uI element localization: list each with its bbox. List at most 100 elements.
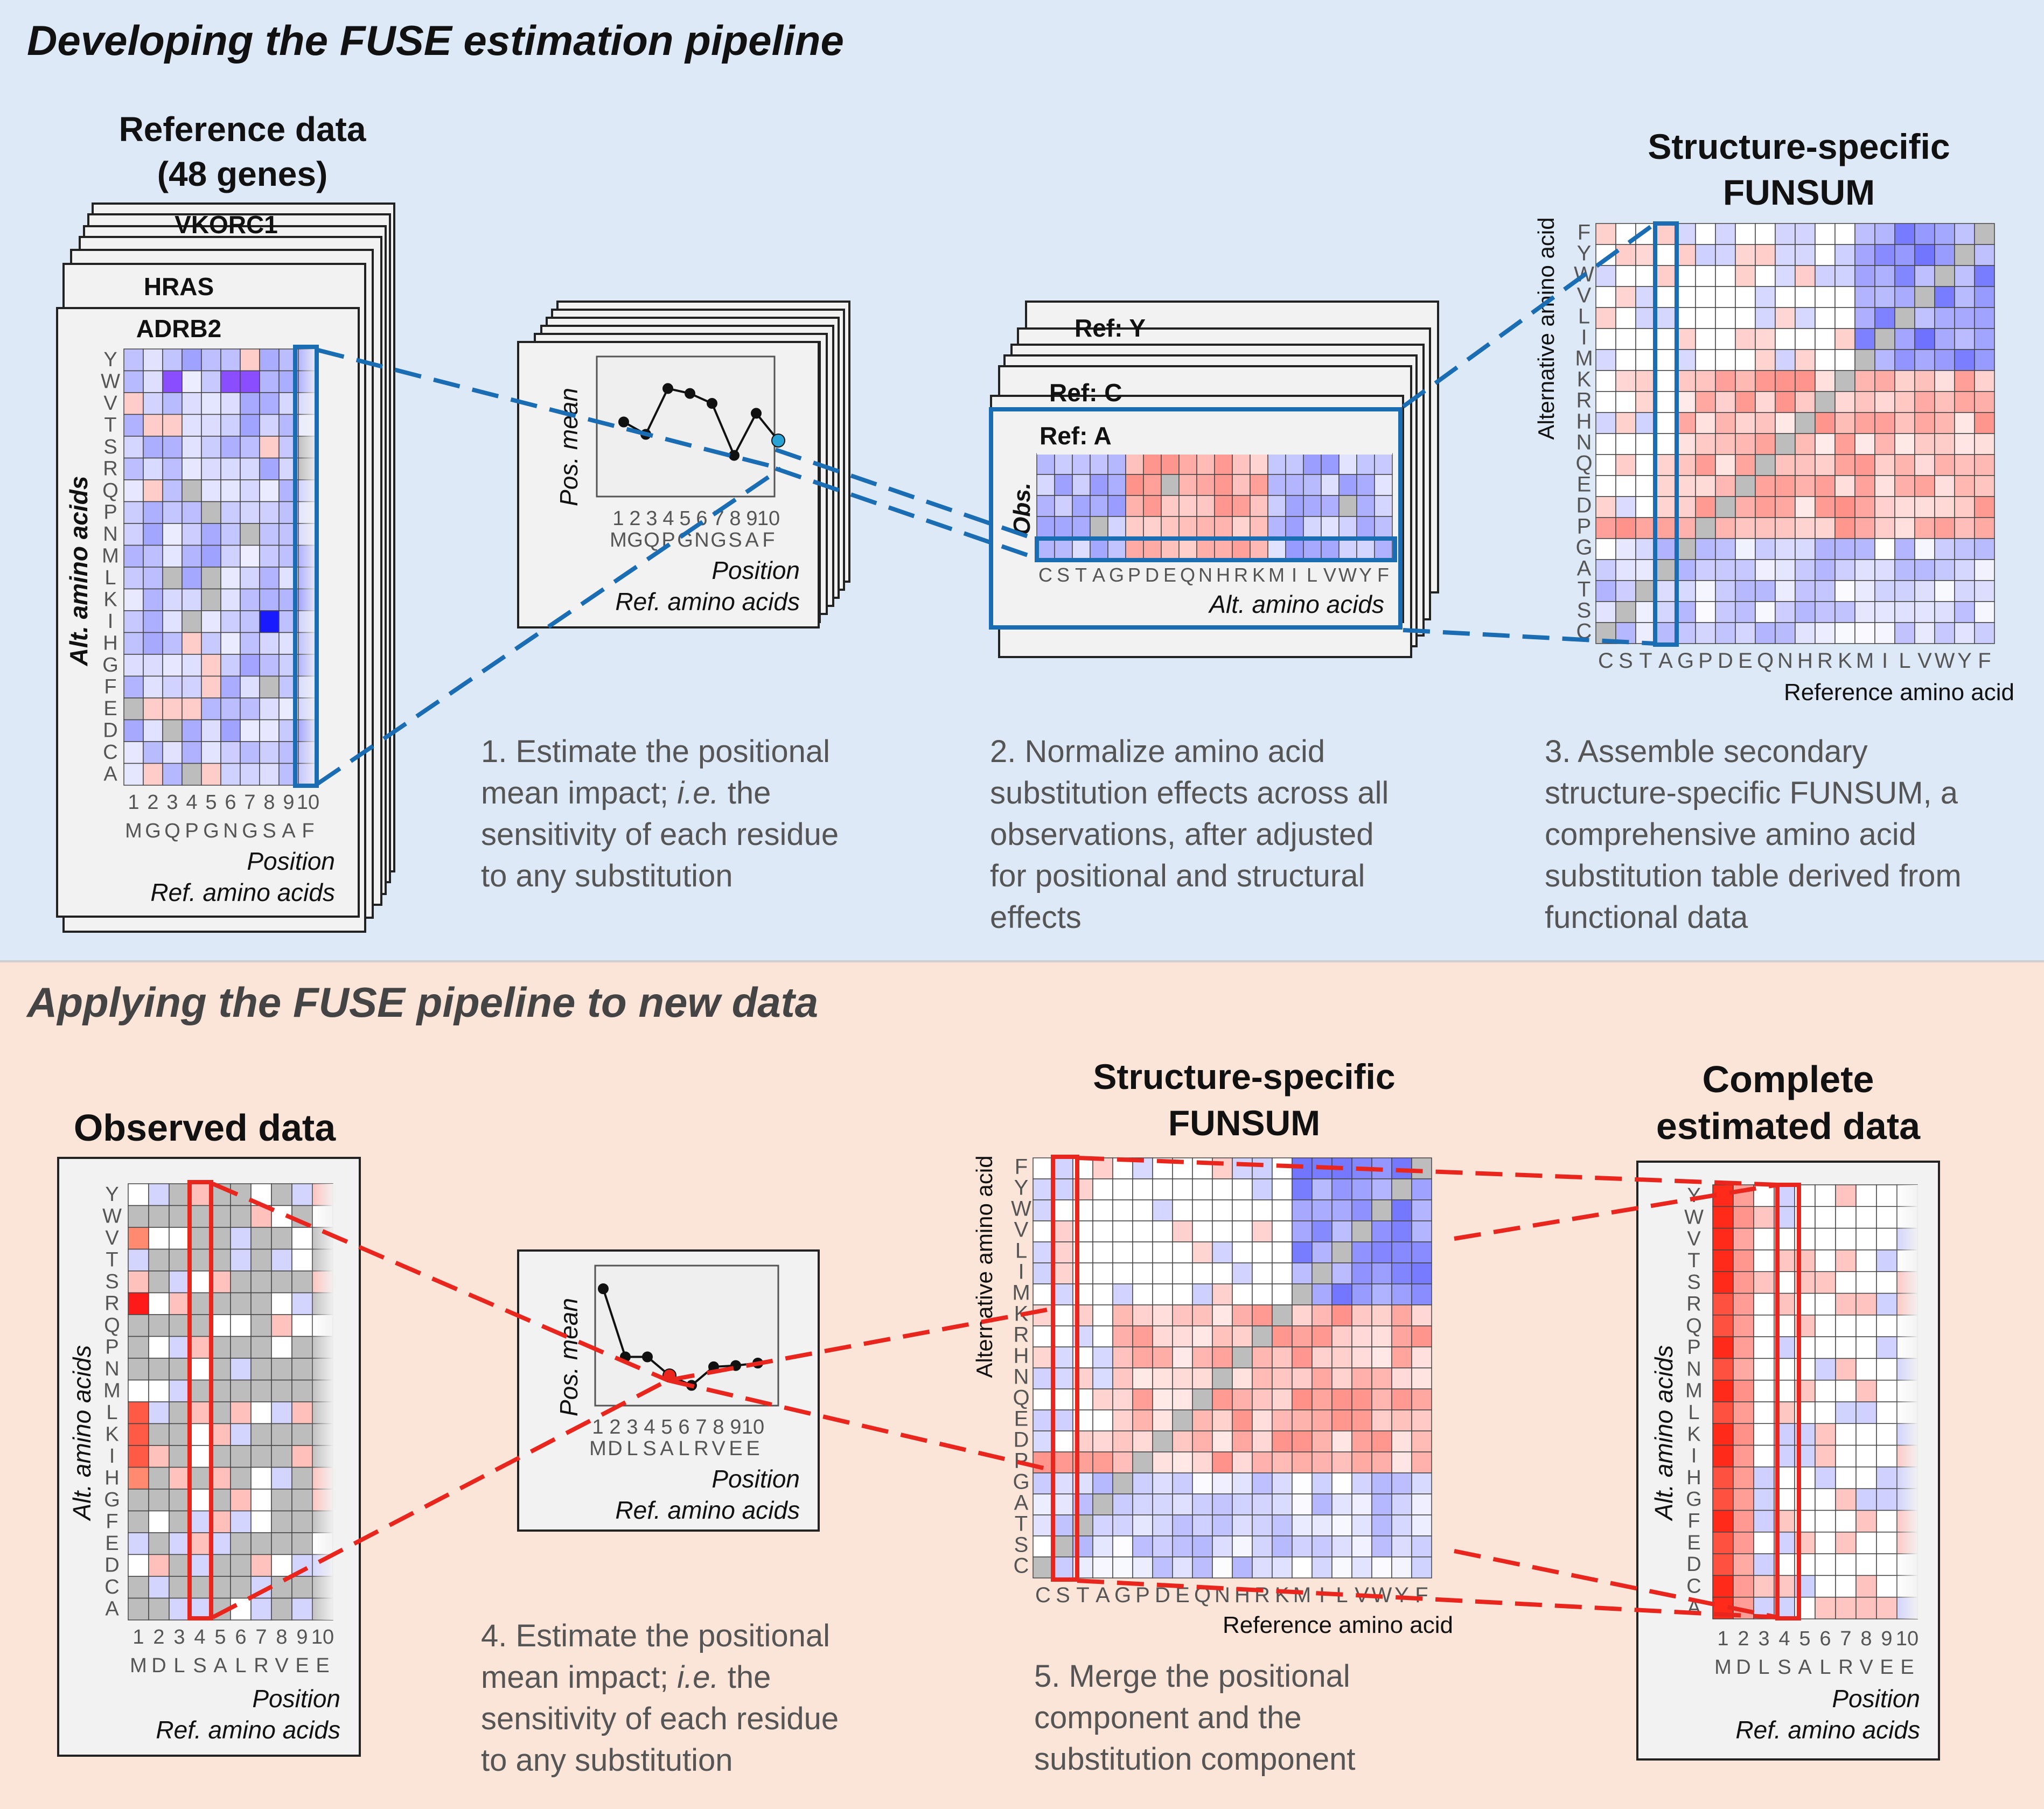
funsum-cell <box>1092 1157 1113 1179</box>
heatmap-cell <box>220 370 241 393</box>
heatmap-cell <box>123 654 144 677</box>
axis-label: G <box>1677 649 1694 673</box>
heatmap-cell <box>1815 1401 1836 1424</box>
heatmap-cell <box>1107 453 1126 475</box>
funsum-cell <box>1331 1409 1352 1431</box>
heatmap-cell <box>1733 1575 1754 1598</box>
funsum-cell <box>1252 1220 1273 1242</box>
funsum-cell <box>1974 286 1995 308</box>
heatmap-cell <box>182 763 202 786</box>
funsum-cell <box>1894 391 1915 413</box>
funsum-cell <box>1615 559 1636 581</box>
axis-label: 2 <box>629 507 640 530</box>
funsum-cell <box>1755 538 1776 560</box>
heatmap-cell <box>1125 453 1144 475</box>
funsum-cell <box>1834 412 1855 434</box>
funsum-cell <box>1212 1493 1233 1515</box>
axis-label: I <box>1691 1445 1697 1468</box>
funsum-cell <box>1311 1220 1333 1242</box>
heatmap-cell <box>291 1336 313 1359</box>
heatmap-cell <box>1090 474 1108 496</box>
funsum-cell <box>1292 1241 1313 1263</box>
funsum-cell <box>1132 1556 1153 1578</box>
heatmap-cell <box>162 457 183 480</box>
heatmap-cell <box>169 1248 190 1272</box>
heatmap-cell <box>220 392 241 415</box>
heatmap-cell <box>143 544 163 568</box>
heatmap-cell <box>240 523 260 546</box>
heatmap-cell <box>1285 516 1304 538</box>
funsum-cell <box>1735 349 1756 371</box>
funsum-cell <box>1411 1556 1432 1578</box>
axis-label: Y <box>1687 1184 1700 1207</box>
axis-label: G <box>242 820 258 842</box>
step-caption-line: 4. Estimate the positional <box>481 1618 830 1653</box>
funsum-cell <box>1052 1388 1073 1410</box>
heatmap-cell <box>1143 537 1162 559</box>
heatmap-cell <box>220 523 241 546</box>
funsum-cell <box>1695 328 1716 350</box>
funsum-cell <box>1152 1178 1173 1200</box>
funsum-cell <box>1635 244 1656 266</box>
heatmap-cell <box>1855 1401 1877 1424</box>
heatmap-cell <box>1285 537 1304 559</box>
heatmap-cell <box>1178 516 1197 538</box>
axis-label: F <box>1687 1510 1700 1533</box>
heatmap-cell <box>1733 1206 1754 1229</box>
funsum-cell <box>1934 454 1955 476</box>
heatmap-cell <box>162 567 183 590</box>
heatmap-cell <box>1855 1379 1877 1402</box>
funsum-cell <box>1212 1241 1233 1263</box>
axis-label: 1 <box>128 791 139 814</box>
heatmap-cell <box>148 1379 170 1402</box>
heatmap-cell <box>259 457 280 480</box>
heatmap-cell <box>1733 1271 1754 1294</box>
funsum-cell <box>1092 1556 1113 1578</box>
funsum-cell <box>1052 1556 1073 1578</box>
axis-label: D <box>1736 1656 1750 1679</box>
axis-label: M <box>1714 1656 1732 1679</box>
heatmap-cell <box>230 1423 252 1446</box>
heatmap-cell <box>169 1292 190 1315</box>
heatmap-cell <box>291 1183 313 1206</box>
funsum-cell <box>1272 1514 1293 1536</box>
funsum-cell <box>1132 1220 1153 1242</box>
funsum-cell <box>1132 1178 1153 1200</box>
funsum-cell <box>1132 1241 1153 1263</box>
funsum-cell <box>1755 622 1776 644</box>
funsum-cell <box>1795 223 1816 245</box>
funsum-cell <box>1391 1409 1412 1431</box>
heatmap-cell <box>1753 1510 1775 1533</box>
heatmap-cell <box>259 654 280 677</box>
funsum-cell <box>1655 370 1676 392</box>
funsum-cell <box>1795 391 1816 413</box>
funsum-cell <box>1595 391 1616 413</box>
funsum-cell <box>1052 1304 1073 1326</box>
axis-label: 4 <box>194 1626 205 1649</box>
funsum-cell <box>1311 1493 1333 1515</box>
funsum-cell <box>1795 244 1816 266</box>
funsum-cell <box>1132 1325 1153 1347</box>
axis-label: M <box>589 1437 606 1460</box>
heatmap-cell <box>148 1314 170 1337</box>
funsum-cell <box>1292 1220 1313 1242</box>
funsum-cell <box>1715 244 1736 266</box>
axis-label: A <box>1014 1491 1029 1514</box>
heatmap-cell <box>1876 1227 1897 1251</box>
heatmap-cell <box>182 414 202 437</box>
funsum-cell <box>1795 433 1816 455</box>
funsum-cell <box>1815 349 1836 371</box>
complete-title-line1: Complete <box>1703 1058 1874 1100</box>
funsum-cell <box>1795 496 1816 518</box>
funsum-cell <box>1874 580 1895 602</box>
heatmap-cell <box>240 675 260 699</box>
heatmap-cell <box>1835 1249 1857 1272</box>
axis-label: D <box>1718 649 1733 673</box>
funsum-cell <box>1815 475 1836 497</box>
heatmap-cell <box>1072 495 1091 517</box>
funsum-cell <box>1152 1430 1173 1452</box>
funsum-cell <box>1735 286 1756 308</box>
heatmap-cell <box>1232 474 1251 496</box>
axis-label: 1 <box>612 507 624 530</box>
funsum-cell <box>1252 1409 1273 1431</box>
